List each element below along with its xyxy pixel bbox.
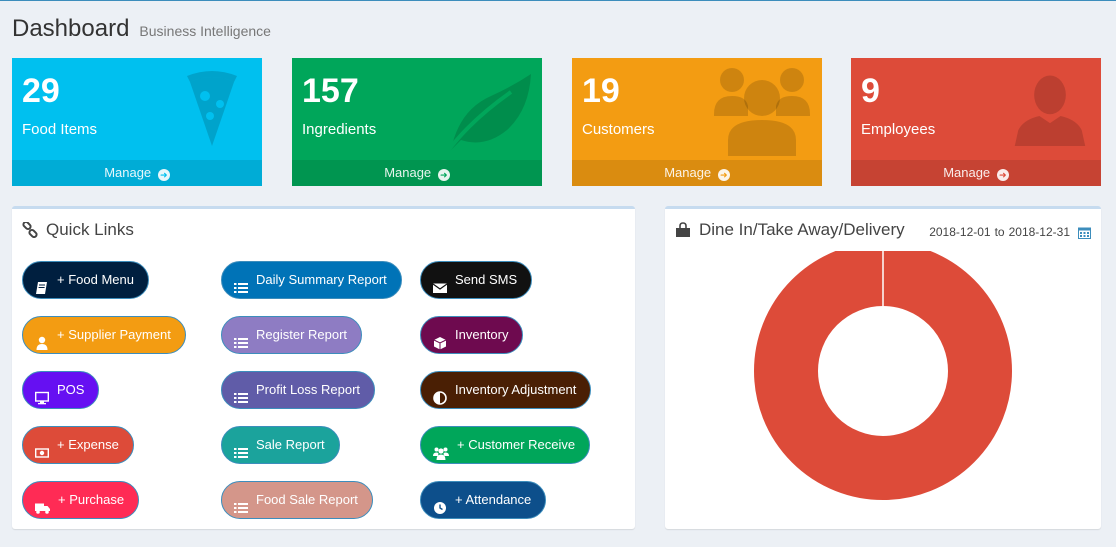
user-icon (35, 328, 49, 350)
supplier-payment-button[interactable]: + Supplier Payment (22, 316, 186, 354)
stat-value: 9 (861, 72, 880, 110)
order-type-panel: Dine In/Take Away/Delivery 2018-12-01 to… (665, 206, 1101, 529)
user-icon (1014, 75, 1086, 146)
purchase-button[interactable]: + Purchase (22, 481, 140, 519)
envelope-icon (432, 273, 448, 293)
manage-link-food-items[interactable]: Manage ➜ (12, 160, 262, 186)
stat-label: Ingredients (302, 121, 377, 138)
stat-box-food-items: 29 Food Items Manage ➜ (12, 58, 262, 186)
arrow-circle-right-icon: ➜ (717, 169, 730, 181)
sale-report-button[interactable]: Sale Report (221, 426, 340, 464)
list-icon (234, 438, 248, 458)
expense-button[interactable]: + Expense (22, 426, 134, 464)
calendar-icon[interactable] (1078, 226, 1091, 239)
date-range[interactable]: 2018-12-01 to 2018-12-31 (929, 225, 1091, 239)
food-menu-button[interactable]: + Food Menu (22, 261, 149, 299)
stat-box-customers: 19 Customers Manage ➜ (572, 58, 822, 186)
food-sale-report-button[interactable]: Food Sale Report (221, 481, 373, 519)
manage-link-ingredients[interactable]: Manage ➜ (292, 160, 542, 186)
arrow-circle-right-icon: ➜ (437, 169, 450, 181)
shopping-bag-icon (676, 222, 690, 237)
money-icon (34, 438, 50, 458)
truck-icon (35, 493, 50, 514)
page-title: Dashboard (12, 15, 130, 42)
stat-label: Customers (582, 121, 655, 138)
cube-icon (433, 328, 447, 350)
list-icon (234, 493, 248, 513)
profit-loss-report-button[interactable]: Profit Loss Report (221, 371, 376, 409)
customer-receive-button[interactable]: + Customer Receive (420, 426, 591, 464)
stat-value: 157 (302, 72, 359, 110)
list-icon (234, 383, 248, 403)
pizza-icon (187, 71, 237, 146)
users-icon (433, 438, 449, 460)
inventory-adjustment-button[interactable]: Inventory Adjustment (420, 371, 592, 409)
clock-icon (433, 493, 447, 514)
adjust-icon (433, 383, 447, 405)
users-icon (714, 68, 810, 156)
quick-links-title: Quick Links (22, 220, 134, 240)
manage-link-employees[interactable]: Manage ➜ (851, 160, 1101, 186)
date-to: 2018-12-31 (1008, 225, 1070, 239)
daily-summary-report-button[interactable]: Daily Summary Report (221, 261, 402, 299)
page-subtitle: Business Intelligence (139, 23, 271, 39)
attendance-button[interactable]: + Attendance (420, 481, 547, 519)
stat-label: Food Items (22, 121, 98, 138)
send-sms-button[interactable]: Send SMS (420, 261, 533, 299)
arrow-circle-right-icon: ➜ (996, 169, 1009, 181)
leaf-icon (445, 74, 531, 154)
register-report-button[interactable]: Register Report (221, 316, 363, 354)
stat-value: 29 (22, 72, 60, 110)
pos-button[interactable]: POS (22, 371, 100, 409)
order-type-title: Dine In/Take Away/Delivery (675, 220, 905, 240)
quick-links-panel: Quick Links + Food Menu Daily Summary Re… (12, 206, 635, 529)
page-header: Dashboard Business Intelligence (12, 15, 271, 43)
stat-box-employees: 9 Employees Manage ➜ (851, 58, 1101, 186)
stat-value: 19 (582, 72, 620, 110)
link-icon (22, 222, 38, 238)
stat-box-ingredients: 157 Ingredients Manage ➜ (292, 58, 542, 186)
list-icon (234, 328, 248, 348)
date-separator: to (994, 225, 1005, 239)
arrow-circle-right-icon: ➜ (157, 169, 170, 181)
desktop-icon (34, 383, 50, 405)
stat-label: Employees (861, 121, 936, 138)
date-from: 2018-12-01 (929, 225, 991, 239)
order-type-donut-chart (754, 251, 1012, 500)
book-icon (35, 273, 49, 294)
inventory-button[interactable]: Inventory (420, 316, 524, 354)
list-icon (234, 273, 248, 293)
manage-link-customers[interactable]: Manage ➜ (572, 160, 822, 186)
